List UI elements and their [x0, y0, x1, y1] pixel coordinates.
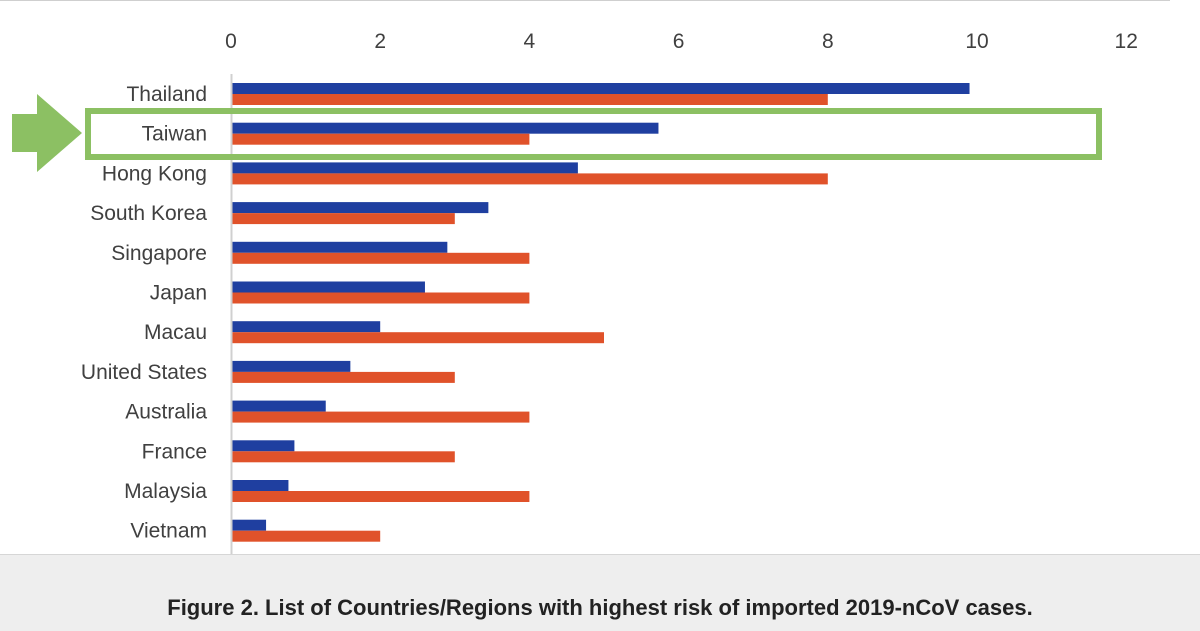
- x-tick-label: 2: [374, 30, 386, 53]
- bar-series-2: [231, 491, 530, 502]
- bar-series-2: [231, 252, 530, 264]
- bar-series-2: [231, 173, 828, 185]
- highlight-layer: [12, 94, 1102, 172]
- bar-series-1: [231, 480, 289, 491]
- category-label: France: [142, 440, 207, 463]
- category-label: South Korea: [90, 202, 207, 225]
- x-tick-label: 0: [225, 30, 237, 53]
- bar-series-2: [231, 411, 530, 423]
- bar-series-2: [231, 292, 530, 304]
- category-labels: Thailand Taiwan Hong Kong South Korea Singap…: [81, 83, 207, 543]
- bar-series-2: [231, 213, 455, 225]
- category-label: Singapore: [111, 242, 207, 265]
- category-label: Thailand: [126, 83, 207, 106]
- bar-series-1: [231, 400, 326, 412]
- category-label: United States: [81, 361, 207, 384]
- bar-series-2: [231, 371, 455, 383]
- bars: [231, 83, 970, 542]
- highlight-box: [85, 108, 1102, 160]
- x-tick-label: 6: [673, 30, 685, 53]
- bar-series-2: [231, 94, 828, 105]
- category-label: Taiwan: [142, 123, 207, 146]
- bar-series-2: [231, 530, 381, 542]
- category-label: Australia: [125, 401, 207, 424]
- bar-series-1: [231, 440, 295, 452]
- bar-series-1: [231, 360, 351, 372]
- x-tick-label: 12: [1115, 30, 1138, 53]
- bar-chart: 0 2 4 6 8 10 12 Thailand Taiwan Hong Kong South K…: [0, 0, 1170, 554]
- caption-bar: Figure 2. List of Countries/Regions with…: [0, 554, 1200, 631]
- bar-series-1: [231, 202, 489, 214]
- x-axis-ticks: 0 2 4 6 8 10 12: [225, 30, 1138, 53]
- category-label: Japan: [150, 282, 207, 305]
- x-tick-label: 4: [524, 30, 536, 53]
- arrow-icon: [12, 94, 82, 172]
- bar-series-1: [231, 83, 970, 94]
- bar-series-1: [231, 162, 578, 174]
- bar-series-1: [231, 321, 381, 333]
- category-label: Hong Kong: [102, 162, 207, 185]
- bar-series-2: [231, 451, 455, 463]
- category-label: Macau: [144, 321, 207, 344]
- bar-series-2: [231, 332, 604, 344]
- x-tick-label: 8: [822, 30, 834, 53]
- figure-caption: Figure 2. List of Countries/Regions with…: [167, 595, 1033, 620]
- x-tick-label: 10: [965, 30, 988, 53]
- bar-series-1: [231, 519, 267, 531]
- category-label: Vietnam: [130, 520, 207, 543]
- bar-series-1: [231, 122, 659, 134]
- bar-series-2: [231, 133, 530, 145]
- bar-series-1: [231, 281, 425, 293]
- bar-series-1: [231, 241, 448, 253]
- category-label: Malaysia: [124, 480, 207, 503]
